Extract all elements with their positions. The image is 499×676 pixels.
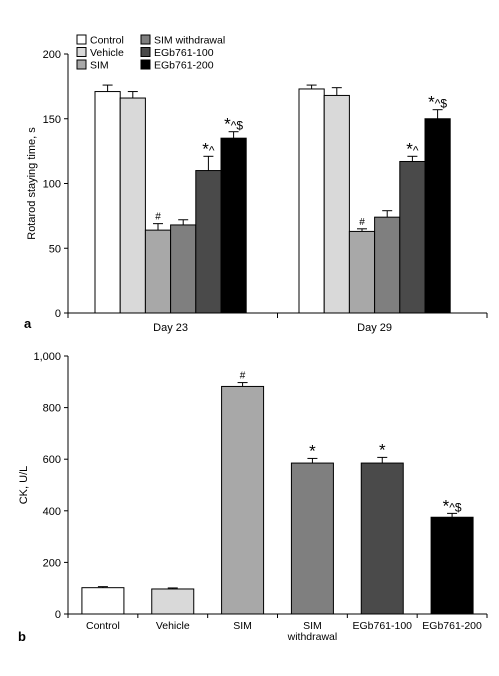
y-tick-label: 400 xyxy=(43,506,61,518)
y-axis-label: CK, U/L xyxy=(18,466,30,505)
bar-vehicle xyxy=(151,588,195,615)
bar-egb761-200-day-23 xyxy=(220,137,247,314)
y-tick-label: 200 xyxy=(43,557,61,569)
y-tick-label: 1,000 xyxy=(33,351,61,363)
legend-label-egb761-100: EGb761-100 xyxy=(154,47,214,59)
panel-label: b xyxy=(18,629,26,644)
bar-vehicle-day-29 xyxy=(323,94,350,314)
bar-sim-day-23 xyxy=(144,229,172,314)
bar-control xyxy=(81,587,125,615)
bar-sim-withdrawal-day-23 xyxy=(170,224,197,314)
bar-egb761-200 xyxy=(430,516,474,615)
panel-a-rotarod-chart: 0 50 100 150 200 Rotarod staying time, s # *^ *^… xyxy=(24,34,488,334)
x-category-label: withdrawal xyxy=(287,631,338,643)
legend-label-sim: SIM xyxy=(90,60,109,72)
y-tick-label: 100 xyxy=(43,179,61,191)
bar-control-day-23 xyxy=(94,91,121,314)
legend-swatch-sim-withdrawal xyxy=(140,34,151,45)
legend-swatch-egb761-200 xyxy=(140,59,151,70)
y-tick-label: 150 xyxy=(43,114,61,126)
x-category-label: EGb761-100 xyxy=(352,620,412,632)
bar-sim-withdrawal xyxy=(290,462,334,615)
legend-label-egb761-200: EGb761-200 xyxy=(154,60,214,72)
bar-control-day-29 xyxy=(298,88,325,314)
legend-label-sim-withdrawal: SIM withdrawal xyxy=(154,35,225,47)
bar-egb761-200-day-29-significance-label: *^$ xyxy=(428,93,447,112)
y-tick-label: 0 xyxy=(55,308,61,320)
legend-swatch-egb761-100 xyxy=(140,47,151,57)
panel-label: a xyxy=(24,316,32,331)
x-category-label: SIM xyxy=(233,620,252,632)
y-tick-label: 200 xyxy=(43,49,61,61)
y-tick-label: 800 xyxy=(43,403,61,415)
bar-sim xyxy=(221,385,265,615)
bar-egb761-100 xyxy=(360,462,404,615)
bar-sim-day-23-significance-label: # xyxy=(155,212,161,223)
legend-swatch-vehicle xyxy=(76,47,87,57)
legend-swatch-sim xyxy=(76,59,87,70)
x-category-label: SIM xyxy=(303,620,322,632)
y-tick-label: 50 xyxy=(49,243,61,255)
bar-sim-significance-label: # xyxy=(240,371,246,382)
bar-sim-withdrawal-day-29 xyxy=(374,216,401,314)
bar-egb761-100-day-23 xyxy=(195,170,222,314)
bar-egb761-100-day-29-significance-label: *^ xyxy=(406,139,419,158)
bar-egb761-100-significance-label: * xyxy=(379,440,386,459)
y-tick-label: 600 xyxy=(43,454,61,466)
bar-vehicle-day-23 xyxy=(119,97,146,314)
x-category-label: Day 29 xyxy=(357,322,392,334)
bar-egb761-100-day-29 xyxy=(399,160,426,314)
y-axis-label: Rotarod staying time, s xyxy=(26,127,38,240)
panel-b-ck-chart: 0 200 400 600 800 1,000 CK, U/L Control Vehicle #… xyxy=(18,351,488,644)
bar-egb761-100-day-23-significance-label: *^ xyxy=(202,139,215,158)
legend-label-vehicle: Vehicle xyxy=(90,47,124,59)
x-category-label: Day 23 xyxy=(153,322,188,334)
bar-sim-day-29 xyxy=(348,230,376,314)
legend-label-control: Control xyxy=(90,35,124,47)
x-category-label: Control xyxy=(86,620,120,632)
x-category-label: EGb761-200 xyxy=(422,620,482,632)
legend-swatch-control xyxy=(76,34,87,45)
bar-sim-day-29-significance-label: # xyxy=(359,217,365,228)
y-tick-label: 0 xyxy=(55,609,61,621)
bar-egb761-200-day-23-significance-label: *^$ xyxy=(224,115,243,134)
bar-egb761-200-day-29 xyxy=(424,118,451,314)
x-category-label: Vehicle xyxy=(156,620,190,632)
bar-egb761-200-significance-label: *^$ xyxy=(443,496,462,515)
bar-sim-withdrawal-significance-label: * xyxy=(309,441,316,460)
